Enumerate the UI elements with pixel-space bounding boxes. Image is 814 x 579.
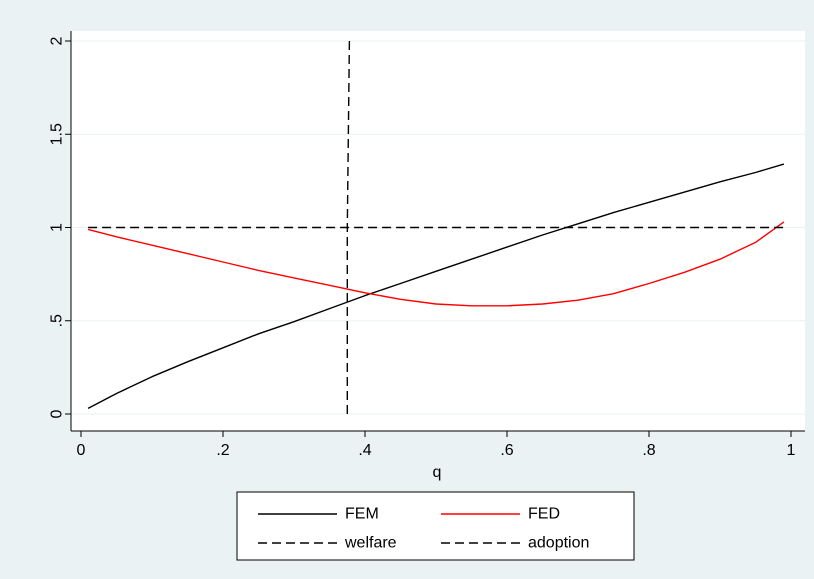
x-axis-ticks: 0 .2 .4 .6 .8 1: [77, 431, 796, 459]
x-tick-label: .8: [642, 442, 655, 459]
legend-label-FEM: FEM: [345, 506, 379, 523]
x-tick-label: 0: [77, 442, 86, 459]
y-axis-ticks: 0 .5 1 1.5 2: [49, 36, 71, 418]
x-tick-label: .6: [500, 442, 513, 459]
x-tick-label: 1: [787, 442, 796, 459]
series-lines: [87, 40, 785, 414]
series-line-FEM: [87, 163, 785, 410]
legend-label-adoption: adoption: [528, 535, 589, 552]
x-axis-title: q: [433, 464, 442, 481]
x-tick-label: .2: [216, 442, 229, 459]
legend-box: [236, 491, 635, 561]
legend: FEM FED welfare adoption: [236, 491, 635, 561]
legend-label-FED: FED: [528, 506, 560, 523]
y-tick-label: 0: [49, 409, 66, 418]
series-line-FED: [87, 221, 785, 307]
series-line-adoption: [346, 40, 351, 414]
y-tick-label: .5: [49, 314, 66, 327]
y-tick-label: 1: [49, 223, 66, 232]
plot-area: [71, 31, 805, 431]
legend-label-welfare: welfare: [344, 535, 397, 552]
y-tick-label: 1.5: [49, 123, 66, 145]
x-tick-label: .4: [358, 442, 371, 459]
y-tick-label: 2: [49, 36, 66, 45]
